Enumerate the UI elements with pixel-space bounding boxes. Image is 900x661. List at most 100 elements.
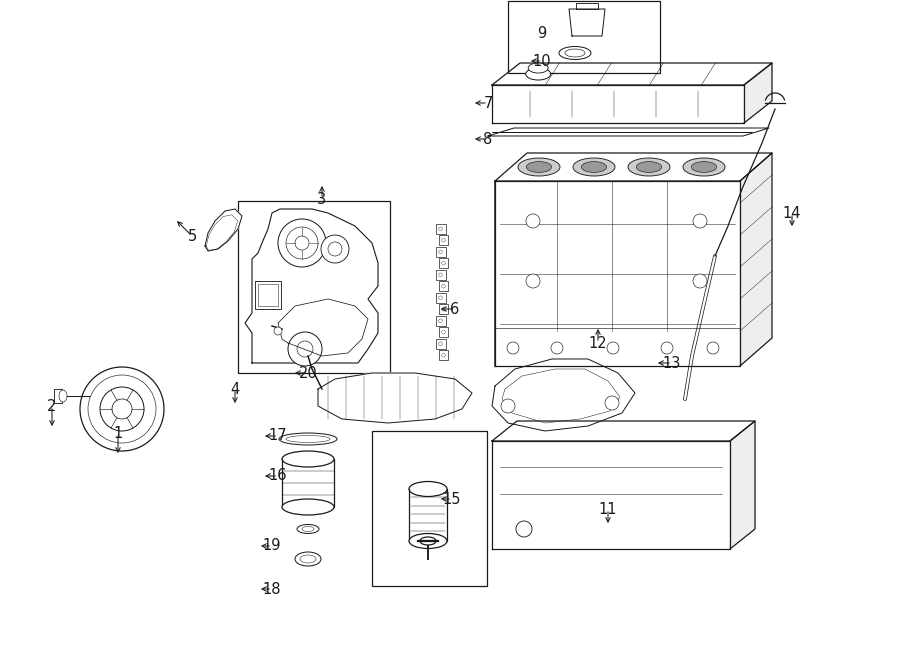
Ellipse shape [683,158,725,176]
Text: 14: 14 [783,206,801,221]
Bar [436,270,446,280]
Polygon shape [278,299,368,356]
Circle shape [661,342,673,354]
Circle shape [551,342,563,354]
Ellipse shape [636,161,662,173]
Ellipse shape [581,161,607,173]
Ellipse shape [691,161,716,173]
Text: 11: 11 [598,502,617,516]
Ellipse shape [282,499,334,515]
Bar [438,282,448,292]
Polygon shape [488,128,769,136]
Polygon shape [318,373,472,423]
Text: 17: 17 [269,428,287,444]
Bar [436,316,446,326]
Bar [436,293,446,303]
Text: 13: 13 [662,356,681,371]
Bar [54,389,62,403]
Ellipse shape [286,436,330,442]
Text: 7: 7 [483,95,492,110]
Circle shape [605,396,619,410]
Circle shape [526,214,540,228]
Ellipse shape [282,451,334,467]
Polygon shape [492,421,755,441]
Circle shape [693,274,707,288]
Polygon shape [282,459,334,507]
Polygon shape [495,181,740,366]
Ellipse shape [297,524,319,533]
Bar [508,1,660,73]
Ellipse shape [526,68,551,80]
Circle shape [274,327,282,335]
Polygon shape [205,209,242,251]
Text: 6: 6 [450,301,460,317]
Circle shape [607,342,619,354]
Bar [438,304,448,314]
Text: 12: 12 [589,336,608,350]
Circle shape [707,342,719,354]
Circle shape [295,236,309,250]
Ellipse shape [409,533,447,549]
Polygon shape [576,3,598,9]
Circle shape [80,367,164,451]
Polygon shape [569,9,605,36]
Polygon shape [730,421,755,549]
Text: 2: 2 [48,399,57,414]
Polygon shape [740,153,772,366]
Text: 8: 8 [483,132,492,147]
Ellipse shape [295,552,321,566]
Polygon shape [492,63,772,85]
Circle shape [516,521,532,537]
Bar [372,431,487,586]
Bar [436,224,446,234]
Ellipse shape [59,390,67,402]
Circle shape [693,214,707,228]
Circle shape [288,332,322,366]
Bar [438,235,448,245]
Circle shape [297,341,313,357]
Polygon shape [495,153,772,181]
Text: 4: 4 [230,381,239,397]
Polygon shape [492,441,730,549]
Text: 10: 10 [533,54,552,69]
Ellipse shape [573,158,615,176]
Circle shape [112,399,132,419]
Circle shape [507,342,519,354]
Circle shape [321,235,349,263]
Text: 16: 16 [269,469,287,483]
Bar [255,281,281,309]
Circle shape [526,274,540,288]
Ellipse shape [279,433,337,445]
Text: 18: 18 [263,582,281,596]
Bar [436,247,446,256]
Text: 20: 20 [299,366,318,381]
Ellipse shape [528,63,548,73]
Text: 5: 5 [187,229,196,243]
Ellipse shape [420,537,436,545]
Text: 15: 15 [443,492,461,506]
Ellipse shape [300,555,316,563]
Circle shape [328,242,342,256]
Ellipse shape [559,46,591,59]
Polygon shape [245,209,378,363]
Bar [436,339,446,349]
Text: 1: 1 [113,426,122,440]
Text: 9: 9 [537,26,546,40]
Circle shape [88,375,156,443]
Ellipse shape [565,49,585,57]
Circle shape [100,387,144,431]
Ellipse shape [302,527,314,531]
Text: 3: 3 [318,192,327,206]
Ellipse shape [628,158,670,176]
Bar [238,201,390,373]
Circle shape [501,399,515,413]
Polygon shape [744,63,772,123]
Bar [258,284,278,306]
Polygon shape [492,85,744,123]
Ellipse shape [518,158,560,176]
Polygon shape [409,489,447,541]
Bar [438,258,448,268]
Bar [438,327,448,337]
Circle shape [278,219,326,267]
Polygon shape [492,359,635,431]
